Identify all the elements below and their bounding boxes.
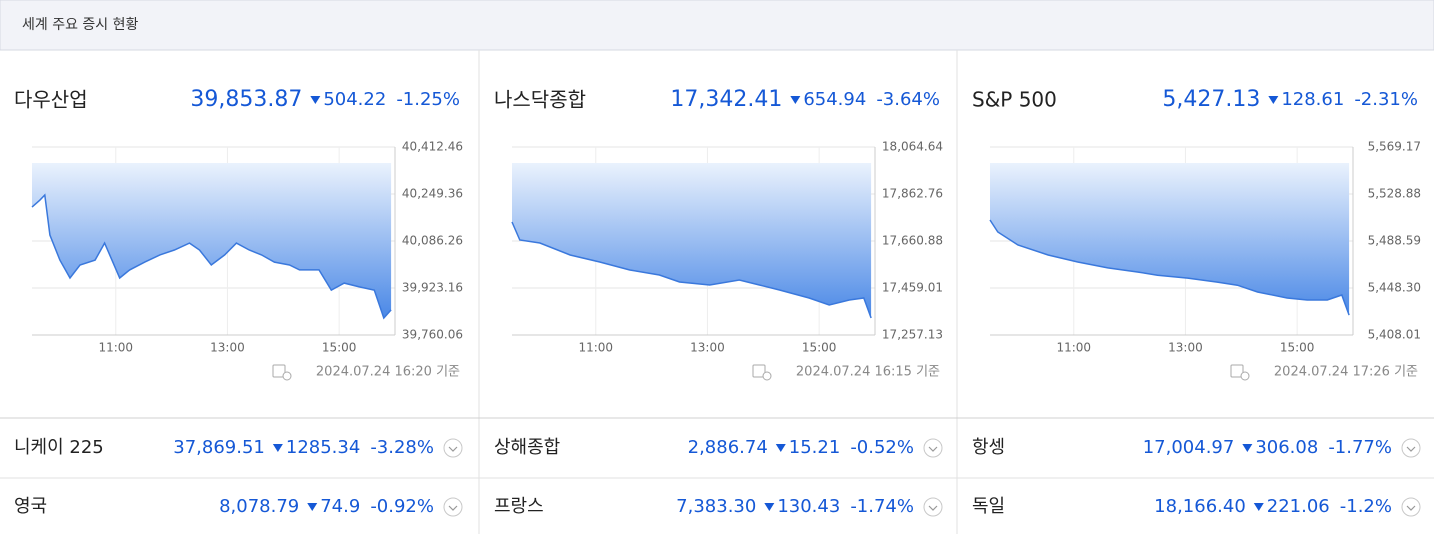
clock-icon	[752, 364, 766, 378]
clock-icon	[1240, 371, 1250, 381]
index-name: 나스닥종합	[494, 88, 586, 112]
index-value: 39,853.87	[190, 87, 302, 112]
price-line	[989, 219, 1350, 316]
x-tick-label: 11:00	[578, 341, 613, 355]
index-value: 5,427.13	[1162, 87, 1260, 112]
chevron	[448, 446, 458, 452]
change-amount: 504.22	[323, 89, 386, 110]
timestamp: 2024.07.24 17:26 기준	[1274, 365, 1418, 380]
change-amount: 128.61	[1281, 89, 1344, 110]
chevron	[928, 446, 938, 452]
chevron	[928, 505, 938, 511]
change-amount: 1285.34	[286, 437, 360, 458]
change-percent: -1.77%	[1328, 437, 1392, 458]
expand-button[interactable]	[1401, 438, 1421, 458]
change-amount: 130.43	[777, 496, 840, 517]
down-arrow	[1253, 503, 1264, 511]
change-percent: -0.52%	[850, 437, 914, 458]
y-tick-label: 5,488.59	[1368, 234, 1421, 248]
x-tick-label: 15:00	[322, 341, 357, 355]
y-tick-label: 39,923.16	[402, 281, 463, 295]
index-name: 니케이 225	[14, 437, 104, 458]
expand-button[interactable]	[923, 497, 943, 517]
index-value: 17,342.41	[670, 87, 782, 112]
index-value: 8,078.79	[219, 496, 299, 517]
change-amount: 74.9	[320, 496, 360, 517]
y-tick-label: 5,408.01	[1368, 328, 1421, 342]
down-arrow	[310, 96, 321, 104]
y-tick-label: 39,760.06	[402, 328, 463, 342]
index-value: 18,166.40	[1154, 496, 1246, 517]
index-name: 독일	[972, 496, 1005, 517]
expand-button[interactable]	[923, 438, 943, 458]
clock-icon	[1230, 364, 1244, 378]
index-name: S&P 500	[972, 88, 1057, 112]
y-tick-label: 18,064.64	[882, 140, 943, 154]
y-tick-label: 5,569.17	[1368, 140, 1421, 154]
area-fill	[990, 163, 1350, 316]
timestamp: 2024.07.24 16:15 기준	[796, 365, 940, 380]
x-tick-label: 13:00	[210, 341, 245, 355]
x-tick-label: 13:00	[1168, 341, 1203, 355]
x-tick-label: 15:00	[802, 341, 837, 355]
down-arrow	[775, 444, 786, 452]
price-line	[31, 193, 392, 320]
index-name: 다우산업	[14, 88, 88, 112]
index-value: 2,886.74	[688, 437, 768, 458]
y-tick-label: 17,257.13	[882, 328, 943, 342]
x-tick-label: 11:00	[98, 341, 133, 355]
chevron	[1406, 505, 1416, 511]
index-value: 7,383.30	[676, 496, 756, 517]
y-tick-label: 17,660.88	[882, 234, 943, 248]
index-name: 항셍	[972, 437, 1005, 458]
area-fill	[512, 163, 872, 318]
change-amount: 654.94	[803, 89, 866, 110]
chevron	[448, 505, 458, 511]
expand-button[interactable]	[1401, 497, 1421, 517]
y-tick-label: 17,862.76	[882, 187, 943, 201]
clock-icon	[762, 371, 772, 381]
x-tick-label: 11:00	[1056, 341, 1091, 355]
down-arrow	[790, 96, 801, 104]
header-bar	[0, 0, 1434, 51]
index-value: 17,004.97	[1143, 437, 1235, 458]
header-title: 세계 주요 증시 현황	[22, 17, 139, 33]
index-name: 상해종합	[494, 437, 560, 458]
clock-icon	[282, 371, 292, 381]
clock-icon	[272, 364, 286, 378]
index-value: 37,869.51	[173, 437, 265, 458]
change-percent: -3.28%	[370, 437, 434, 458]
y-tick-label: 40,086.26	[402, 234, 463, 248]
y-tick-label: 40,412.46	[402, 140, 463, 154]
change-amount: 306.08	[1255, 437, 1318, 458]
change-percent: -2.31%	[1354, 89, 1418, 110]
change-percent: -0.92%	[370, 496, 434, 517]
down-arrow	[272, 444, 283, 452]
change-percent: -1.74%	[850, 496, 914, 517]
index-name: 영국	[14, 496, 47, 517]
x-tick-label: 13:00	[690, 341, 725, 355]
change-percent: -1.25%	[396, 89, 460, 110]
change-percent: -1.2%	[1340, 496, 1392, 517]
change-amount: 15.21	[789, 437, 841, 458]
change-percent: -3.64%	[876, 89, 940, 110]
down-arrow	[1242, 444, 1253, 452]
y-tick-label: 40,249.36	[402, 187, 463, 201]
x-tick-label: 15:00	[1280, 341, 1315, 355]
change-amount: 221.06	[1267, 496, 1330, 517]
price-line	[511, 221, 872, 319]
y-tick-label: 17,459.01	[882, 280, 943, 294]
down-arrow	[307, 503, 318, 511]
down-arrow	[1268, 96, 1279, 104]
index-name: 프랑스	[494, 496, 544, 517]
y-tick-label: 5,448.30	[1368, 281, 1421, 295]
area-fill	[32, 163, 392, 318]
y-tick-label: 5,528.88	[1368, 187, 1421, 201]
down-arrow	[764, 503, 775, 511]
timestamp: 2024.07.24 16:20 기준	[316, 365, 460, 380]
expand-button[interactable]	[443, 438, 463, 458]
expand-button[interactable]	[443, 497, 463, 517]
chevron	[1406, 446, 1416, 452]
